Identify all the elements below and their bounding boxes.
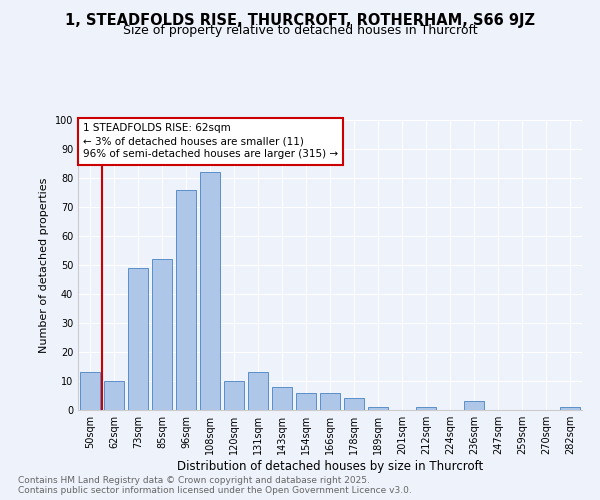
Text: Contains HM Land Registry data © Crown copyright and database right 2025.
Contai: Contains HM Land Registry data © Crown c… bbox=[18, 476, 412, 495]
Bar bbox=[272, 387, 292, 410]
Text: 1, STEADFOLDS RISE, THURCROFT, ROTHERHAM, S66 9JZ: 1, STEADFOLDS RISE, THURCROFT, ROTHERHAM… bbox=[65, 12, 535, 28]
X-axis label: Distribution of detached houses by size in Thurcroft: Distribution of detached houses by size … bbox=[177, 460, 483, 473]
Bar bbox=[176, 190, 196, 410]
Text: Size of property relative to detached houses in Thurcroft: Size of property relative to detached ho… bbox=[122, 24, 478, 37]
Bar bbox=[200, 172, 220, 410]
Bar bbox=[296, 392, 316, 410]
Bar bbox=[248, 372, 268, 410]
Bar bbox=[224, 381, 244, 410]
Bar bbox=[320, 392, 340, 410]
Bar bbox=[344, 398, 364, 410]
Bar bbox=[464, 402, 484, 410]
Bar bbox=[152, 259, 172, 410]
Y-axis label: Number of detached properties: Number of detached properties bbox=[39, 178, 49, 352]
Bar bbox=[104, 381, 124, 410]
Text: 1 STEADFOLDS RISE: 62sqm
← 3% of detached houses are smaller (11)
96% of semi-de: 1 STEADFOLDS RISE: 62sqm ← 3% of detache… bbox=[83, 123, 338, 160]
Bar bbox=[560, 407, 580, 410]
Bar bbox=[128, 268, 148, 410]
Bar bbox=[416, 407, 436, 410]
Bar bbox=[80, 372, 100, 410]
Bar bbox=[368, 407, 388, 410]
